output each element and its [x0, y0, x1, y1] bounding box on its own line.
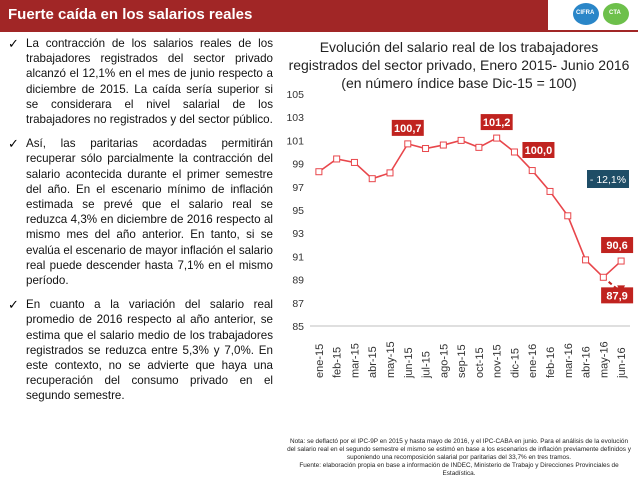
header-bar: Fuerte caída en los salarios reales [0, 0, 548, 30]
logo-text-cifra: CIFRA [576, 10, 595, 16]
chart-note: Nota: se deflactó por el IPC-9P en 2015 … [286, 438, 632, 478]
logo-text-cta: CTA [609, 10, 621, 16]
x-tick-label: may-16 [598, 341, 610, 378]
y-tick-label: 103 [286, 112, 304, 124]
x-tick-label: jun-16 [616, 347, 628, 379]
check-icon: ✓ [8, 36, 19, 51]
data-point [439, 141, 447, 149]
source-text: Fuente: elaboración propia en base a inf… [299, 462, 619, 477]
logo-circle-left [573, 3, 599, 25]
y-tick-label: 99 [292, 159, 304, 171]
annotation-label: - 12,1% [590, 174, 626, 186]
y-tick-label: 95 [292, 205, 304, 217]
y-tick-label: 91 [292, 251, 304, 263]
data-label-bg [391, 119, 424, 136]
data-label: 90,6 [606, 240, 627, 252]
x-tick-label: mar-15 [349, 343, 361, 378]
header: Fuerte caída en los salarios reales CIFR… [0, 0, 638, 34]
data-point [350, 158, 358, 166]
data-point [617, 257, 625, 265]
bullet-text: La contracción de los salarios reales de… [26, 37, 273, 127]
data-point [422, 145, 430, 153]
data-point [564, 212, 572, 220]
data-point [493, 134, 501, 142]
data-point [582, 256, 590, 264]
data-label-bg [522, 142, 555, 158]
data-point [386, 169, 394, 177]
bullet-item: ✓ La contracción de los salarios reales … [8, 36, 273, 127]
chart-title: Evolución del salario real de los trabaj… [288, 39, 630, 91]
x-tick-label: abr-16 [581, 346, 593, 378]
bullet-item: ✓ En cuanto a la variación del salario r… [8, 297, 273, 403]
data-point [457, 136, 465, 144]
data-point [599, 273, 607, 281]
x-tick-label: dic-15 [509, 348, 521, 378]
note-text: Nota: se deflactó por el IPC-9P en 2015 … [287, 438, 631, 461]
data-point [404, 140, 412, 148]
bullet-text: En cuanto a la variación del salario rea… [26, 298, 273, 403]
cifra-logo: CIFRA CTA [567, 2, 633, 26]
x-tick-label: mar-16 [563, 343, 575, 378]
data-label-bg [601, 287, 634, 304]
data-point [368, 175, 376, 183]
x-tick-label: feb-16 [545, 347, 557, 378]
logo-circle-right [603, 3, 629, 25]
x-tick-label: ene-16 [527, 344, 539, 378]
data-label: 87,9 [606, 290, 627, 302]
x-tick-label: feb-15 [332, 347, 344, 378]
data-point [528, 167, 536, 175]
y-tick-label: 89 [292, 275, 304, 287]
data-label: 100,0 [525, 145, 553, 157]
x-tick-label: jun-15 [403, 347, 415, 379]
bullet-text: Así, las paritarias acordadas permitirán… [26, 137, 273, 288]
x-tick-label: may-15 [385, 341, 397, 378]
series-line [318, 137, 622, 279]
annotation-bg [587, 170, 629, 188]
x-tick-label: oct-15 [474, 347, 486, 378]
x-tick-label: nov-15 [492, 344, 504, 378]
y-tick-label: 97 [292, 182, 304, 194]
y-axis: 85 87 89 91 93 95 97 99 101 103 105 [286, 89, 304, 333]
x-tick-label: sep-15 [456, 344, 468, 378]
check-icon: ✓ [8, 297, 19, 313]
x-tick-label: abr-15 [367, 346, 379, 378]
data-label-bg [480, 114, 513, 131]
bullet-list: ✓ La contracción de los salarios reales … [8, 36, 273, 413]
y-tick-label: 101 [286, 135, 304, 147]
bullet-item: ✓ Así, las paritarias acordadas permitir… [8, 136, 273, 288]
data-point [510, 148, 518, 156]
plot-area: 100,7 101,2 100,0 90,6 87,9 - 12,1% [315, 114, 634, 304]
x-tick-label: ago-15 [438, 344, 450, 378]
data-label: 100,7 [394, 123, 422, 135]
x-axis: ene-15 feb-15 mar-15 abr-15 may-15 jun-15 jul-… [310, 325, 630, 379]
header-divider [0, 30, 638, 32]
y-tick-label: 105 [286, 89, 304, 101]
y-tick-label: 85 [292, 321, 304, 333]
y-tick-label: 87 [292, 298, 304, 310]
data-label-bg [601, 237, 634, 254]
check-icon: ✓ [8, 136, 19, 152]
x-tick-label: ene-15 [314, 344, 326, 378]
data-point [315, 168, 323, 176]
salary-chart: 85 87 89 91 93 95 97 99 101 103 105 ene-15 feb-15 ma… [286, 89, 634, 379]
data-label: 101,2 [483, 117, 511, 129]
data-point [475, 143, 483, 151]
x-tick-label: jul-15 [421, 351, 433, 379]
data-point [546, 187, 554, 195]
y-tick-label: 93 [292, 228, 304, 240]
page-title: Fuerte caída en los salarios reales [8, 6, 253, 23]
data-point [333, 155, 341, 163]
